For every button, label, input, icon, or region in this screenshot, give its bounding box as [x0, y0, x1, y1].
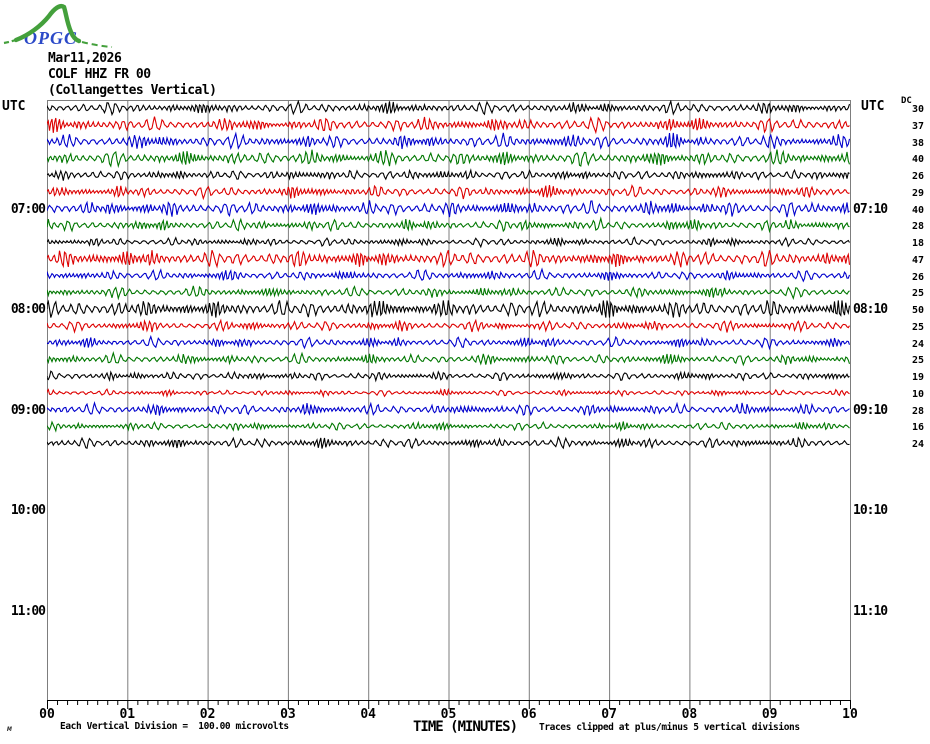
row-amplitude-value: 16	[911, 422, 924, 434]
seismogram-trace-row-1	[47, 100, 851, 117]
row-amplitude-value: 26	[911, 271, 924, 283]
seismogram-trace-row-14	[47, 318, 850, 334]
right-time-label: 11:10	[853, 603, 888, 619]
seismogram-trace-row-19	[47, 401, 850, 417]
left-time-label: 07:00	[10, 201, 46, 217]
x-axis-title: TIME (MINUTES)	[413, 719, 518, 735]
logo-mountain-curve	[13, 3, 82, 44]
right-time-label: 08:10	[853, 302, 888, 317]
logo-curve-dash-left	[3, 37, 19, 45]
seismogram-trace-row-21	[47, 435, 850, 450]
seismogram-trace-row-18	[47, 387, 850, 399]
opgc-logo: OPGC	[3, 3, 113, 48]
x-tick-label: 09	[761, 707, 778, 722]
seismogram-trace-row-5	[47, 168, 850, 181]
left-time-label: 11:00	[10, 603, 46, 619]
left-time-label: 10:00	[10, 503, 46, 518]
row-amplitude-value: 40	[911, 204, 924, 216]
row-amplitude-value: 47	[911, 254, 924, 266]
x-tick-label: 08	[681, 707, 698, 722]
x-tick-label: 06	[520, 707, 537, 722]
row-amplitude-value: 50	[911, 305, 924, 316]
utc-header-left: UTC	[2, 99, 26, 114]
logo-curve-dash-right	[81, 41, 113, 48]
seismogram-trace-row-13	[47, 299, 851, 318]
seismogram-trace-row-7	[47, 200, 850, 218]
seismogram-trace-row-2	[47, 116, 850, 135]
row-amplitude-value: 24	[911, 338, 924, 350]
scale-note: Each Vertical Division = 100.00 microvol…	[60, 721, 289, 732]
right-time-label: 10:10	[853, 503, 888, 518]
dc-column-header: DC	[901, 96, 912, 106]
row-amplitude-value: 19	[911, 372, 924, 383]
opgc-logo-text: OPGC	[24, 28, 77, 48]
row-amplitude-value: 30	[911, 104, 924, 115]
seismogram-trace-row-15	[47, 334, 851, 351]
row-amplitude-value: 37	[911, 120, 924, 132]
row-amplitude-value: 29	[911, 187, 924, 199]
row-amplitude-value: 40	[911, 154, 924, 166]
row-amplitude-value: 18	[911, 238, 924, 249]
row-amplitude-value: 10	[911, 388, 924, 400]
seismogram-trace-row-11	[47, 267, 851, 283]
seismogram-trace-row-10	[47, 249, 851, 269]
x-tick-label: 03	[280, 707, 296, 722]
footer-mark: м	[7, 724, 12, 733]
seismogram-trace-row-12	[47, 285, 850, 301]
x-tick-label: 07	[601, 707, 617, 722]
station-name: (Collangettes Vertical)	[48, 83, 217, 98]
seismogram-trace-row-3	[47, 131, 851, 150]
right-time-label: 07:10	[853, 201, 888, 217]
row-amplitude-value: 26	[911, 171, 924, 182]
left-time-label: 08:00	[10, 302, 46, 317]
x-tick-label: 00	[39, 707, 55, 722]
left-time-label: 09:00	[10, 402, 46, 418]
x-tick-label: 10	[842, 707, 858, 722]
seismogram-trace-row-8	[47, 216, 850, 234]
helicorder-plot	[47, 100, 851, 709]
clip-note: Traces clipped at plus/minus 5 vertical …	[539, 722, 800, 733]
row-amplitude-value: 25	[911, 288, 924, 300]
row-amplitude-value: 28	[911, 405, 924, 417]
row-amplitude-value: 38	[911, 137, 924, 149]
station-code: COLF HHZ FR 00	[48, 67, 151, 82]
seismogram-trace-row-16	[47, 351, 851, 367]
utc-header-right: UTC	[861, 99, 885, 114]
x-tick-label: 01	[119, 707, 136, 722]
right-time-label: 09:10	[853, 402, 888, 418]
seismogram-trace-row-9	[47, 236, 850, 249]
row-amplitude-value: 24	[911, 439, 924, 450]
x-tick-label: 05	[440, 707, 457, 722]
seismogram-trace-row-20	[47, 420, 850, 433]
x-tick-label: 02	[199, 707, 216, 722]
row-amplitude-value: 25	[911, 321, 924, 333]
plot-date: Mar11,2026	[48, 51, 122, 66]
seismogram-trace-row-4	[47, 149, 851, 169]
seismogram-trace-row-17	[47, 370, 850, 383]
x-tick-label: 04	[360, 707, 377, 722]
seismogram-trace-row-6	[47, 184, 850, 201]
row-amplitude-value: 25	[911, 355, 924, 367]
row-amplitude-value: 28	[911, 221, 924, 233]
